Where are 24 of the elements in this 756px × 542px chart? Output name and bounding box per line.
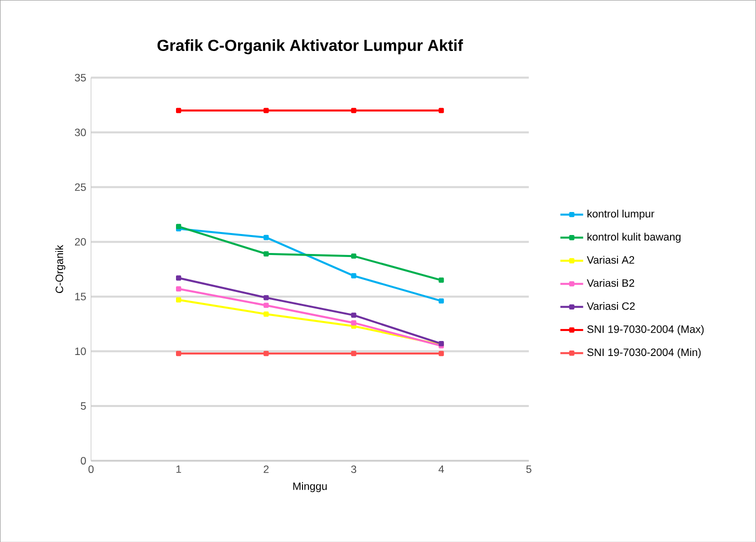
legend-label: Variasi B2 bbox=[586, 278, 634, 287]
x-tick-label: 2 bbox=[264, 465, 269, 473]
y-tick-label: 5 bbox=[80, 402, 86, 410]
y-tick-label: 25 bbox=[74, 183, 86, 191]
y-tick-label: 30 bbox=[74, 128, 86, 136]
y-axis-title: C-Organik bbox=[55, 244, 66, 293]
x-tick-label: 0 bbox=[88, 465, 94, 473]
legend-label: SNI 19-7030-2004 (Max) bbox=[587, 324, 704, 335]
legend-label: Variasi A2 bbox=[586, 256, 634, 264]
y-tick-label: 15 bbox=[75, 292, 86, 300]
y-tick-label: 10 bbox=[75, 347, 86, 355]
x-tick-label: 5 bbox=[526, 465, 532, 473]
y-tick-label: 0 bbox=[80, 456, 86, 464]
x-tick-label: 1 bbox=[176, 465, 182, 473]
legend-label: kontrol lumpur bbox=[588, 209, 654, 220]
chart-title: Grafik C-Organik Aktivator Lumpur Aktif bbox=[158, 39, 464, 54]
legend-label: SNI 19-7030-2004 (Min) bbox=[587, 348, 701, 358]
x-tick-label: 3 bbox=[351, 465, 356, 473]
legend-label: kontrol kulit bawang bbox=[588, 232, 680, 243]
x-axis-title: Minggu bbox=[293, 482, 327, 492]
y-tick-label: 20 bbox=[74, 238, 86, 246]
legend-label: Variasi C2 bbox=[586, 302, 635, 310]
x-tick-label: 4 bbox=[438, 465, 444, 473]
y-tick-label: 35 bbox=[74, 74, 86, 82]
